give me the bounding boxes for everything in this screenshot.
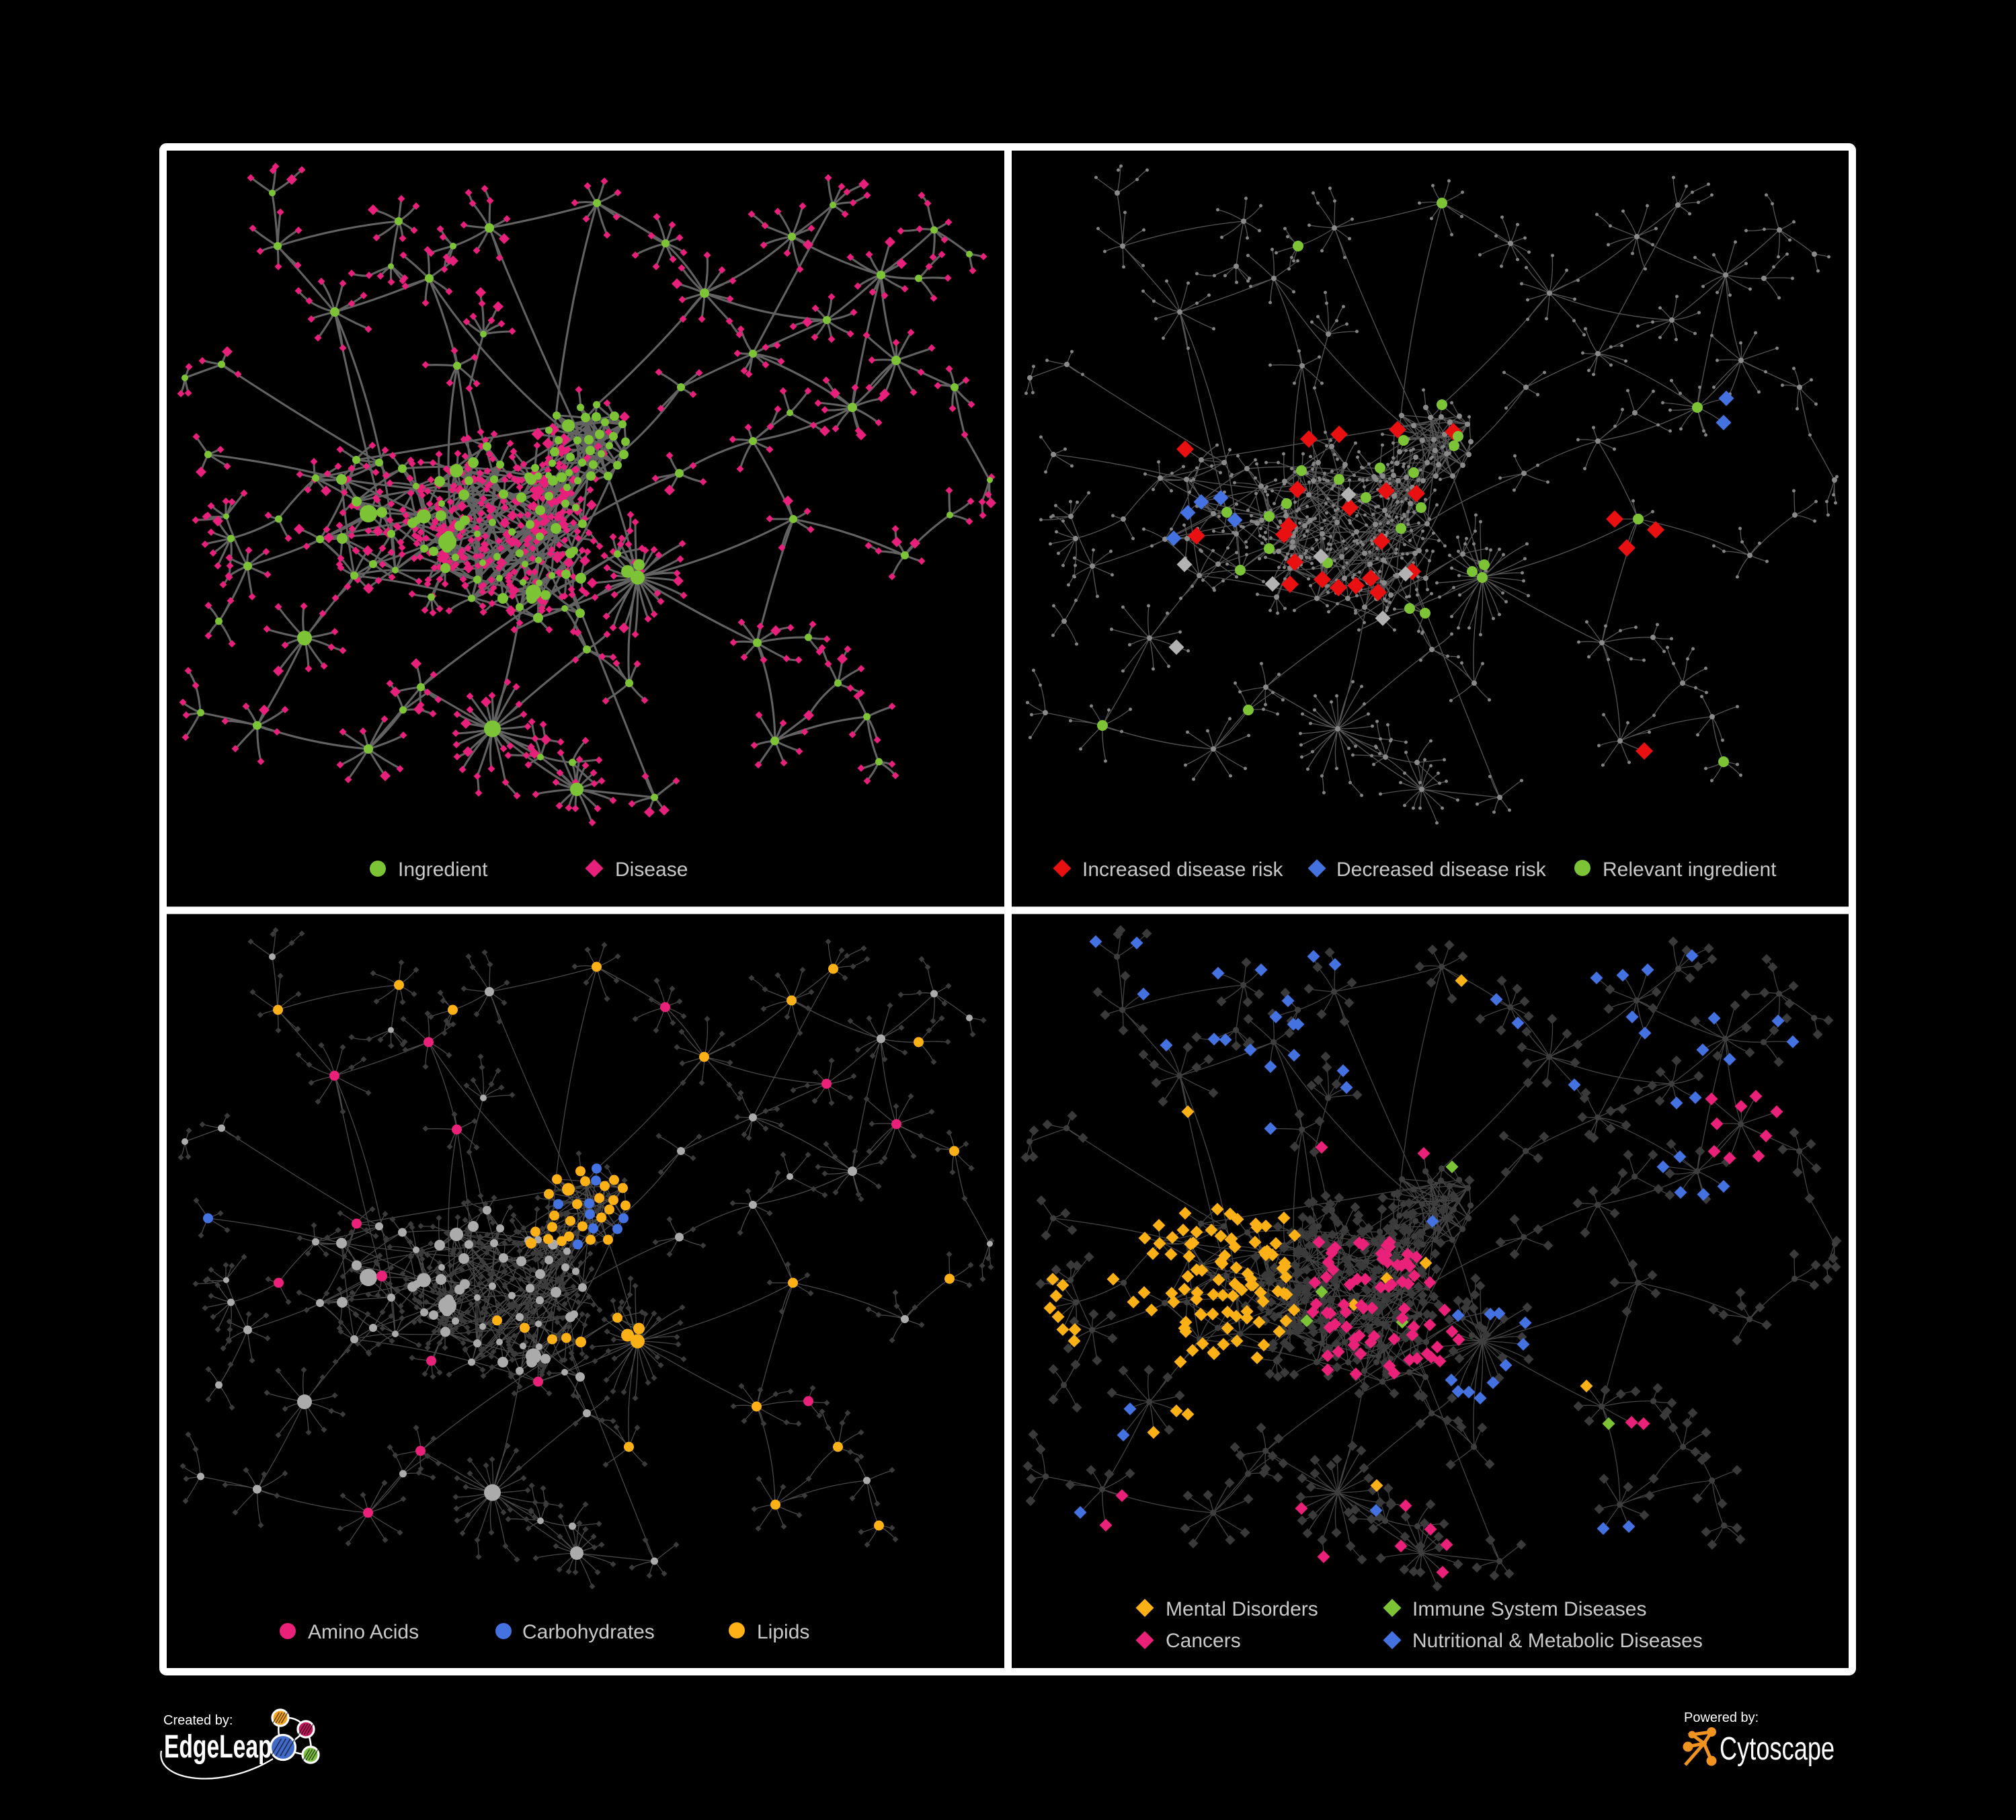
svg-text:Cancers: Cancers: [1166, 1630, 1241, 1652]
svg-text:Powered by:: Powered by:: [1684, 1710, 1759, 1725]
svg-text:Ingredient: Ingredient: [398, 859, 488, 881]
svg-text:Increased disease risk: Increased disease risk: [1082, 859, 1283, 881]
svg-text:Carbohydrates: Carbohydrates: [522, 1621, 655, 1643]
svg-text:Amino Acids: Amino Acids: [308, 1621, 419, 1643]
svg-text:EdgeLeap: EdgeLeap: [164, 1728, 272, 1764]
svg-text:Lipids: Lipids: [757, 1621, 809, 1643]
svg-text:Created by:: Created by:: [163, 1713, 233, 1728]
svg-text:Immune System Diseases: Immune System Diseases: [1412, 1598, 1646, 1620]
svg-text:Nutritional & Metabolic Diseas: Nutritional & Metabolic Diseases: [1412, 1630, 1703, 1652]
svg-text:Disease: Disease: [615, 859, 688, 881]
svg-text:Decreased disease risk: Decreased disease risk: [1336, 859, 1547, 881]
svg-text:Cytoscape: Cytoscape: [1720, 1731, 1834, 1767]
svg-text:Mental Disorders: Mental Disorders: [1166, 1598, 1318, 1620]
svg-text:Relevant ingredient: Relevant ingredient: [1603, 859, 1777, 881]
